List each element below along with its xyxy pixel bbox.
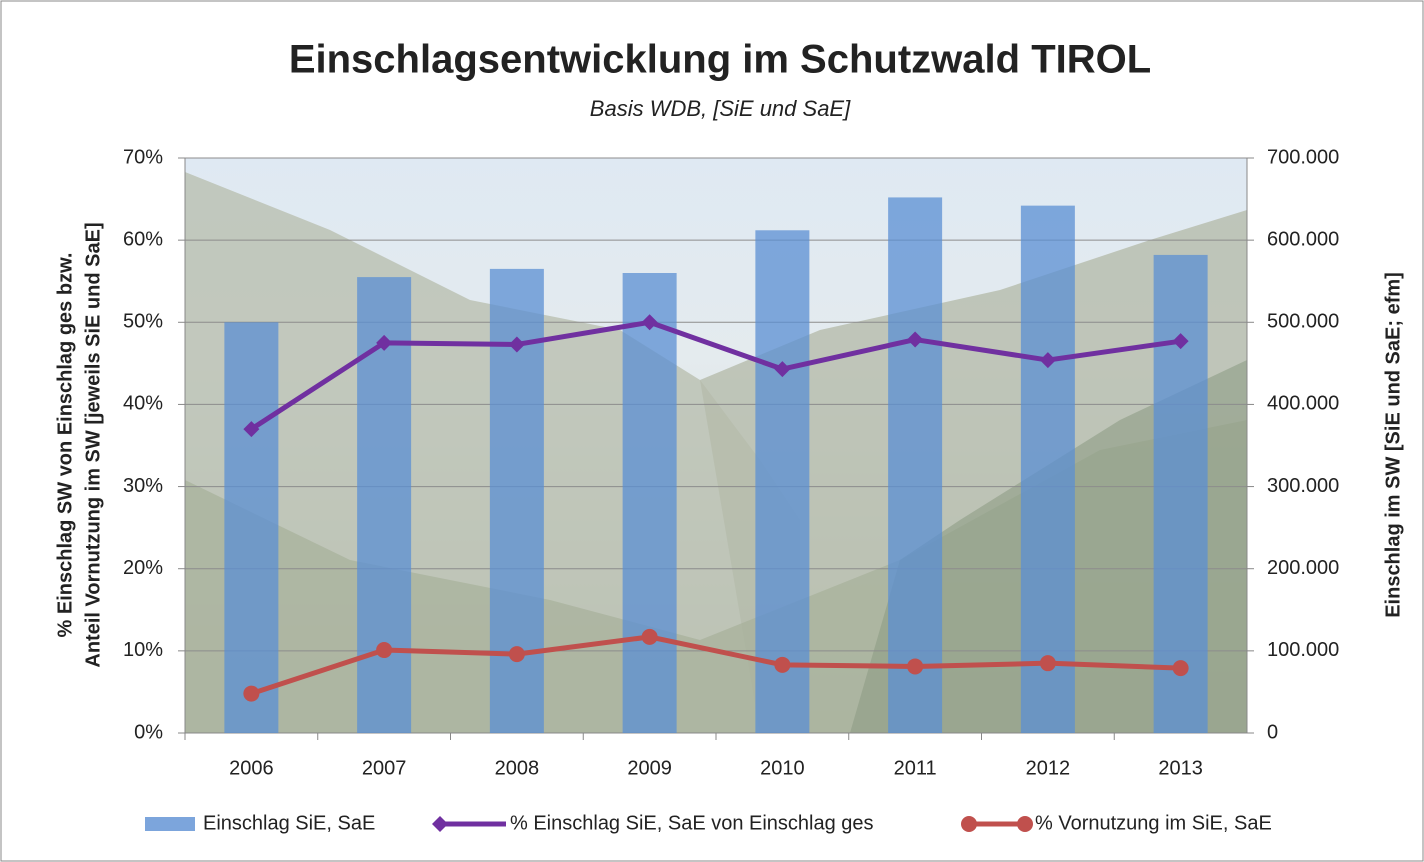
x-tick-label: 2012 (1026, 757, 1071, 779)
bar (622, 273, 677, 733)
line-marker (641, 628, 658, 645)
y-tick-label: 20% (123, 557, 163, 579)
y2-tick-label: 500.000 (1267, 311, 1339, 333)
legend-swatch (145, 817, 195, 831)
y-tick-label: 60% (123, 228, 163, 250)
x-tick-label: 2009 (627, 757, 672, 779)
y2-tick-label: 600.000 (1267, 228, 1339, 250)
legend-label: Einschlag SiE, SaE (203, 812, 375, 834)
line-marker (1039, 352, 1056, 369)
x-tick-label: 2008 (495, 757, 540, 779)
y2-tick-label: 700.000 (1267, 146, 1339, 168)
x-tick-label: 2011 (894, 757, 937, 779)
bar (224, 322, 279, 733)
y-axis-label: Anteil Vornutzung im SW [jeweils SiE und… (82, 222, 104, 667)
line-marker (1039, 655, 1056, 672)
line (250, 634, 1181, 696)
x-tick-label: 2006 (229, 757, 274, 779)
bar (1020, 205, 1075, 734)
line-marker (1172, 333, 1189, 350)
line-marker (376, 642, 393, 659)
line-marker (376, 334, 393, 351)
legend-marker (432, 816, 448, 832)
y-tick-label: 30% (123, 475, 163, 497)
line-marker (243, 685, 260, 702)
chart-title: Einschlagsentwicklung im Schutzwald TIRO… (289, 38, 1151, 82)
line-marker (774, 656, 791, 673)
y2-axis-label: Einschlag im SW [SiE und SaE; efm] (1382, 272, 1404, 618)
x-tick-label: 2013 (1158, 757, 1203, 779)
line-marker (641, 314, 658, 331)
legend-label: % Einschlag SiE, SaE von Einschlag ges (510, 812, 874, 834)
y-axis-label: % Einschlag SW von Einschlag ges bzw. (54, 253, 76, 638)
y-tick-label: 10% (123, 639, 163, 661)
legend-label: % Vornutzung im SiE, SaE (1035, 812, 1272, 834)
line-marker (907, 331, 924, 348)
y2-tick-label: 100.000 (1267, 639, 1339, 661)
y2-tick-label: 400.000 (1267, 393, 1339, 415)
bar (755, 230, 810, 734)
line-marker (774, 361, 791, 378)
plot-background (185, 158, 1247, 733)
y2-tick-label: 200.000 (1267, 557, 1339, 579)
x-tick-label: 2010 (760, 757, 805, 779)
y2-tick-label: 300.000 (1267, 475, 1339, 497)
line-marker (907, 658, 924, 675)
y-tick-label: 70% (123, 146, 163, 168)
chart-subtitle: Basis WDB, [SiE und SaE] (590, 96, 851, 121)
line-marker (508, 336, 525, 353)
x-tick-label: 2007 (362, 757, 407, 779)
line-marker (243, 421, 260, 438)
y-tick-label: 50% (123, 311, 163, 333)
line-marker (508, 646, 525, 663)
line-marker (1172, 660, 1189, 677)
legend-marker (1017, 816, 1033, 832)
line (250, 319, 1181, 432)
y-tick-label: 0% (134, 721, 163, 743)
bar (888, 197, 943, 733)
y2-tick-label: 0 (1267, 721, 1278, 743)
y-tick-label: 40% (123, 393, 163, 415)
legend-marker (961, 816, 977, 832)
